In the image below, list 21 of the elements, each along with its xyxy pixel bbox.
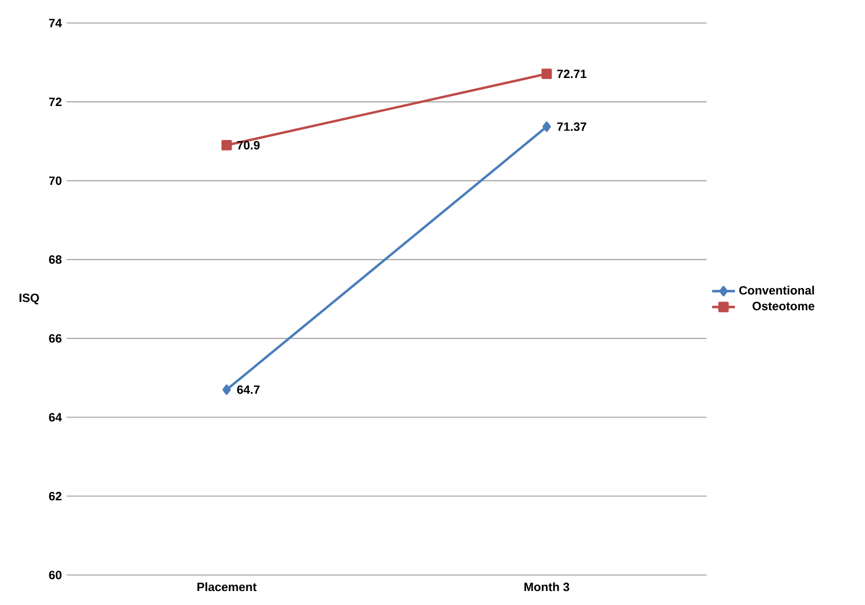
y-tick-label: 72 xyxy=(49,98,62,106)
legend-label: Osteotome xyxy=(752,302,814,310)
y-axis-title: ISQ xyxy=(20,294,39,304)
data-label: 72.71 xyxy=(557,70,586,78)
y-tick-label: 62 xyxy=(49,492,62,500)
y-tick-label: 66 xyxy=(49,334,62,343)
y-tick-label: 60 xyxy=(49,570,62,580)
y-tick-label: 68 xyxy=(49,255,62,264)
x-tick-label: Month 3 xyxy=(524,582,570,592)
point xyxy=(222,384,231,395)
point xyxy=(541,68,552,80)
y-tick-label: 74 xyxy=(49,18,62,28)
y-tick-label: 70 xyxy=(49,176,62,185)
data-label: 71.37 xyxy=(557,122,586,131)
point xyxy=(221,140,232,150)
data-label: 70.9 xyxy=(237,140,260,150)
legend-label: Conventional xyxy=(739,286,814,295)
point xyxy=(542,121,551,132)
x-tick-label: Placement xyxy=(197,582,257,592)
y-tick-label: 64 xyxy=(49,413,62,422)
data-label: 64.7 xyxy=(237,385,260,394)
